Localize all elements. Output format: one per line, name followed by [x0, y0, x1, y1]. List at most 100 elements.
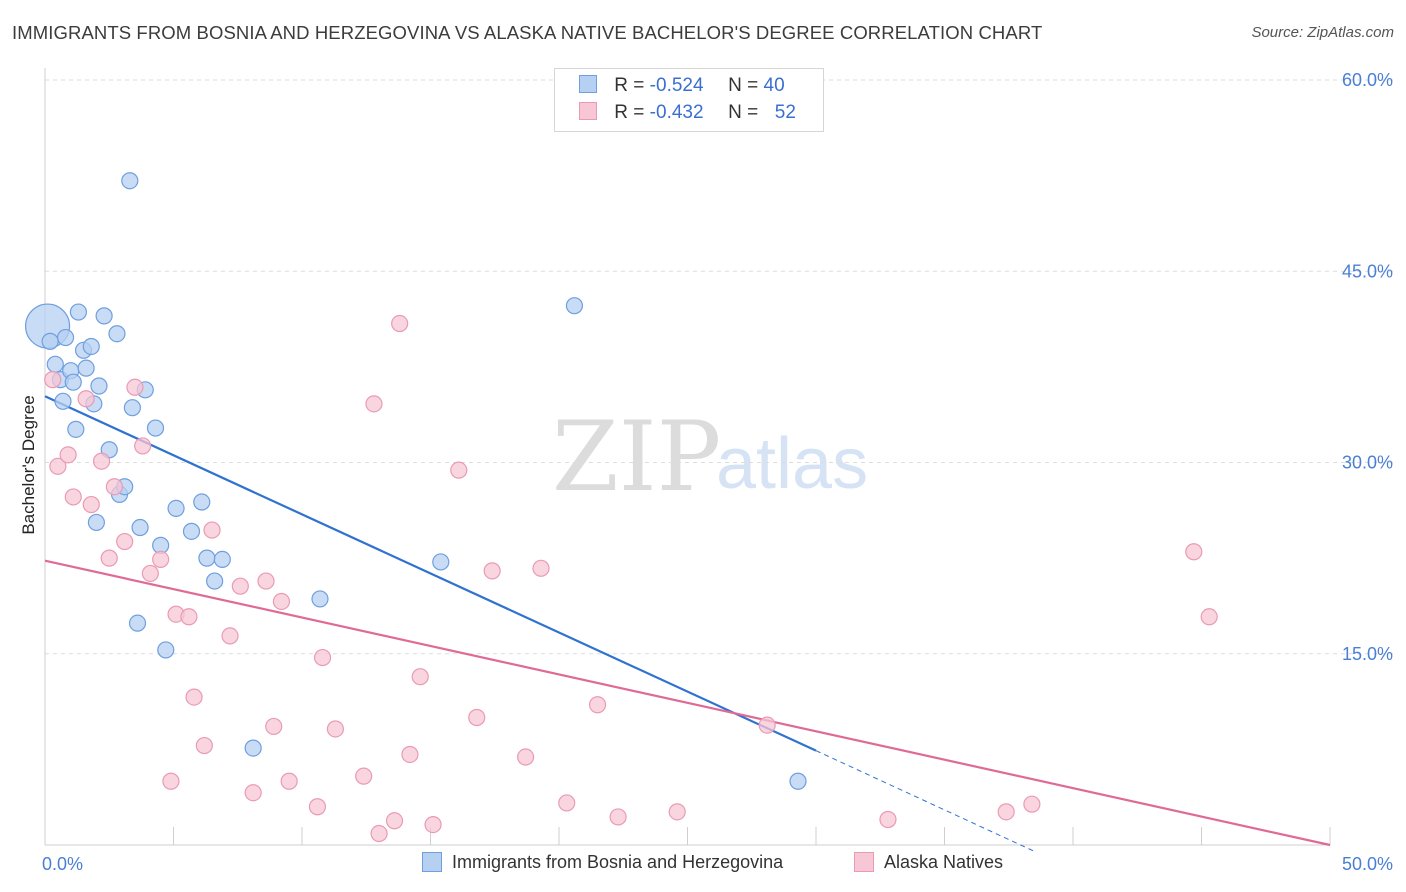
point-pink-22 [244, 784, 262, 802]
point-pink-36 [411, 668, 429, 686]
point-blue-29 [182, 522, 201, 540]
point-pink-27 [308, 798, 327, 816]
point-blue-22 [128, 614, 147, 632]
point-pink-3 [64, 488, 82, 506]
point-pink-25 [272, 592, 291, 611]
point-pink-12 [141, 564, 159, 583]
point-pink-19 [203, 521, 221, 539]
point-pink-49 [997, 803, 1015, 821]
point-pink-7 [100, 549, 118, 567]
legend-r-label-2: R = [614, 102, 645, 123]
point-pink-10 [126, 378, 144, 396]
point-pink-13 [152, 550, 170, 569]
point-blue-33 [213, 550, 231, 569]
point-pink-35 [401, 745, 419, 764]
y-tick-label-15: 15.0% [1342, 644, 1393, 664]
point-pink-1 [49, 457, 67, 475]
legend-r-label-1: R = [614, 75, 645, 96]
point-blue-17 [108, 325, 126, 343]
trend-line-blue-extension [815, 750, 1035, 852]
point-blue-11 [77, 359, 95, 377]
watermark-atlas: atlas [716, 424, 868, 504]
point-blue-15 [95, 307, 113, 325]
point-blue-20 [121, 172, 139, 190]
tick-labels: 15.0% 30.0% 45.0% 60.0% 0.0% 50.0% [42, 70, 1393, 874]
point-pink-18 [195, 736, 213, 755]
point-pink-28 [313, 648, 332, 667]
point-pink-24 [265, 717, 283, 736]
point-pink-34 [391, 314, 409, 333]
point-pink-50 [1023, 795, 1041, 813]
y-axis-label: Bachelor's Degree [19, 395, 38, 534]
point-blue-1 [41, 332, 59, 350]
point-pink-32 [370, 824, 388, 843]
point-blue-14 [90, 377, 108, 395]
point-blue-31 [198, 549, 216, 567]
source-credit: Source: ZipAtlas.com [1251, 24, 1394, 41]
point-blue-36 [87, 513, 106, 532]
point-pink-17 [185, 688, 203, 706]
point-blue-37 [432, 553, 450, 571]
legend-n-value-1: 40 [763, 75, 785, 96]
point-pink-39 [468, 708, 486, 727]
point-pink-9 [116, 532, 134, 551]
point-blue-27 [157, 641, 175, 659]
point-pink-37 [424, 815, 442, 834]
point-pink-2 [59, 446, 77, 464]
point-blue-32 [206, 572, 224, 590]
point-blue-7 [64, 373, 82, 391]
trend-line-blue [44, 395, 817, 752]
point-pink-5 [82, 495, 100, 514]
watermark: ZIP atlas [552, 401, 868, 513]
point-pink-29 [326, 720, 345, 738]
point-pink-14 [162, 772, 180, 790]
point-blue-5 [56, 328, 75, 347]
bottom-legend-series2: Alaska Natives [854, 852, 1003, 873]
point-pink-41 [516, 748, 535, 766]
data-points [24, 172, 1218, 843]
point-pink-8 [105, 478, 123, 496]
trend-lines [44, 395, 1331, 852]
point-blue-25 [146, 419, 165, 437]
point-blue-23 [131, 518, 149, 537]
point-blue-9 [69, 303, 88, 321]
point-pink-52 [1200, 608, 1218, 626]
bottom-legend-swatch-blue [422, 852, 442, 872]
y-tick-label-45: 45.0% [1342, 261, 1393, 281]
point-pink-16 [180, 608, 198, 626]
x-tick-label-min: 0.0% [42, 854, 83, 874]
legend-swatch-pink [579, 102, 597, 120]
trend-line-pink [44, 559, 1331, 847]
point-blue-12 [82, 337, 100, 356]
legend-row-series2: R = -0.432 N = 52 [579, 102, 796, 128]
point-pink-42 [532, 559, 550, 577]
legend-n-value-2: 52 [774, 102, 796, 123]
bottom-legend-label-1: Immigrants from Bosnia and Herzegovina [452, 852, 784, 872]
point-blue-35 [311, 590, 329, 608]
point-pink-31 [365, 395, 383, 413]
bottom-legend-label-2: Alaska Natives [884, 852, 1004, 872]
legend-row-series1: R = -0.524 N = 40 [579, 75, 785, 101]
point-pink-48 [879, 810, 897, 829]
point-blue-21 [123, 399, 141, 417]
point-pink-40 [483, 562, 501, 580]
y-tick-label-30: 30.0% [1342, 453, 1393, 473]
point-blue-8 [67, 420, 85, 438]
point-pink-21 [231, 577, 249, 595]
gridlines [45, 79, 1395, 655]
bottom-legend-series1: Immigrants from Bosnia and Herzegovina [422, 852, 783, 873]
point-pink-4 [77, 390, 95, 408]
point-pink-44 [588, 696, 607, 714]
point-pink-38 [450, 461, 468, 479]
point-pink-33 [385, 812, 404, 830]
point-blue-38 [565, 297, 584, 315]
point-pink-6 [92, 452, 111, 470]
point-pink-30 [355, 767, 373, 785]
bottom-legend-swatch-pink [854, 852, 874, 872]
point-blue-34 [244, 739, 262, 757]
chart-title: IMMIGRANTS FROM BOSNIA AND HERZEGOVINA V… [12, 22, 1043, 43]
point-pink-46 [668, 803, 686, 821]
x-tick-label-max: 50.0% [1342, 854, 1393, 874]
point-blue-30 [193, 493, 211, 511]
